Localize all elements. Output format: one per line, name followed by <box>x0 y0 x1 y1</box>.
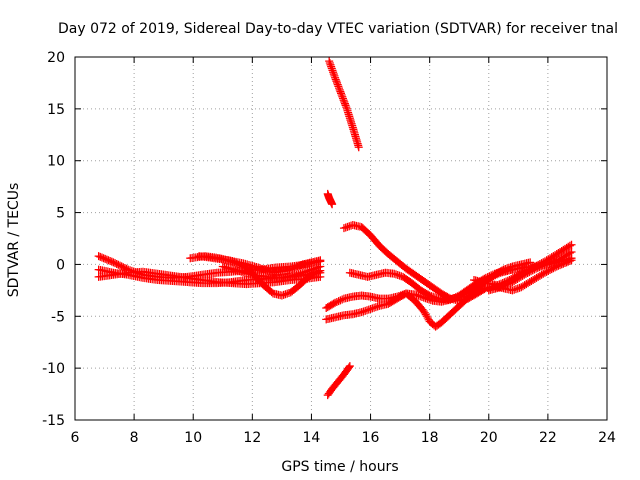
x-tick-label: 12 <box>243 430 261 446</box>
series-track-3 <box>94 267 325 289</box>
y-tick-label: 10 <box>47 154 65 170</box>
x-tick-label: 10 <box>184 430 202 446</box>
data-point-markers <box>94 267 325 289</box>
x-tick-label: 20 <box>480 430 498 446</box>
x-tick-label: 8 <box>130 430 139 446</box>
x-axis-label: GPS time / hours <box>281 459 398 475</box>
x-tick-label: 24 <box>598 430 616 446</box>
data-point-markers <box>484 247 576 295</box>
y-tick-label: -5 <box>51 309 65 325</box>
x-tick-label: 18 <box>421 430 439 446</box>
x-tick-label: 14 <box>303 430 321 446</box>
data-point-markers <box>195 252 325 277</box>
y-tick-label: 20 <box>47 50 65 66</box>
series-track-7 <box>325 57 363 152</box>
data-point-markers <box>325 57 363 152</box>
data-point-markers <box>323 362 354 400</box>
axis-ticks: 6 8 10 12 14 16 18 20 22 24 -15 -10 -5 0 5 10 15 20 <box>42 50 616 446</box>
data-point-markers <box>218 262 325 282</box>
chart-title: Day 072 of 2019, Sidereal Day-to-day VTE… <box>58 21 618 37</box>
series-track-15 <box>484 247 576 295</box>
series-track-8 <box>323 189 337 209</box>
y-tick-label: -15 <box>42 413 65 429</box>
y-tick-label: 5 <box>56 206 65 222</box>
series-track-9 <box>323 362 354 400</box>
y-axis-label: SDTVAR / TECUs <box>6 183 22 298</box>
y-tick-label: 0 <box>56 257 65 273</box>
x-tick-label: 6 <box>71 430 80 446</box>
series-track-5 <box>195 252 325 277</box>
data-marks <box>94 57 576 400</box>
data-point-markers <box>323 189 337 209</box>
grid-lines <box>75 57 607 420</box>
x-tick-label: 16 <box>362 430 380 446</box>
y-tick-label: -10 <box>42 361 65 377</box>
series-track-6 <box>218 262 325 282</box>
x-tick-label: 22 <box>539 430 557 446</box>
y-tick-label: 15 <box>47 102 65 118</box>
plot-frame <box>74 56 608 421</box>
